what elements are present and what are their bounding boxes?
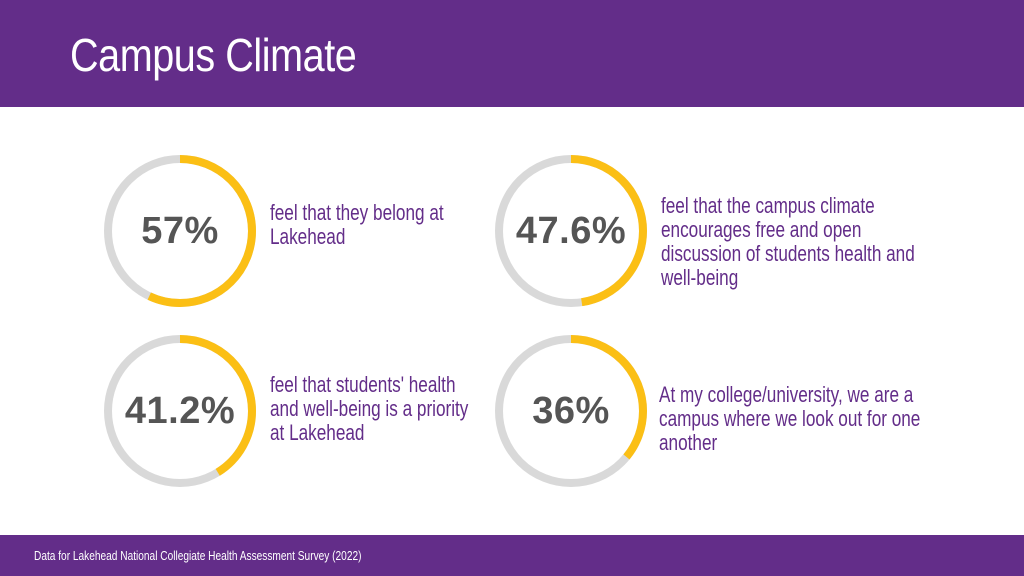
ring-progress-arc <box>495 335 647 487</box>
page-title: Campus Climate <box>70 29 357 81</box>
stat-description: feel that students' health and well-bein… <box>270 372 469 445</box>
ring-chart <box>104 155 256 307</box>
header-bar: Campus Climate <box>0 0 1024 107</box>
ring-chart <box>495 155 647 307</box>
stat-description: At my college/university, we are a campu… <box>659 382 921 455</box>
stat-ring-priority: 41.2% <box>101 332 259 490</box>
ring-progress-arc <box>104 335 256 487</box>
stat-ring-belong: 57% <box>101 152 259 310</box>
ring-chart <box>495 335 647 487</box>
stat-value: 47.6% <box>515 209 627 252</box>
ring-progress-arc <box>104 155 256 307</box>
stat-value: 36% <box>532 389 610 432</box>
stat-ring-lookout: 36% <box>492 332 650 490</box>
ring-chart <box>104 335 256 487</box>
stat-description: feel that the campus climate encourages … <box>661 193 915 290</box>
stat-value: 41.2% <box>124 389 236 432</box>
ring-progress-arc <box>495 155 647 307</box>
footer-bar: Data for Lakehead National Collegiate He… <box>0 535 1024 576</box>
stat-description: feel that they belong at Lakehead <box>270 200 444 249</box>
source-note: Data for Lakehead National Collegiate He… <box>34 548 362 563</box>
stat-value: 57% <box>141 209 219 252</box>
stat-ring-discussion: 47.6% <box>492 152 650 310</box>
